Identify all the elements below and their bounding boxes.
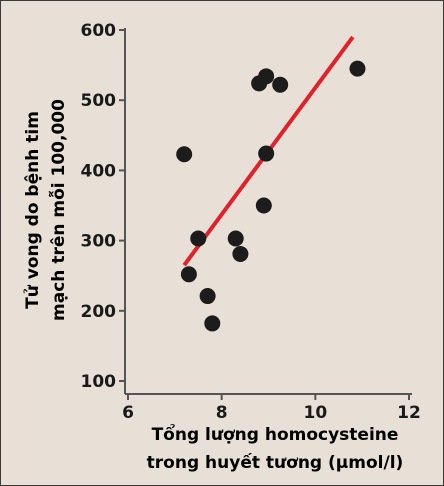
y-tick-label: 100 <box>81 372 117 392</box>
y-axis-title-line-1: Tử vong do bệnh tim <box>23 111 43 309</box>
axes <box>124 28 412 395</box>
x-tick-label: 12 <box>397 403 421 423</box>
data-point <box>204 315 221 332</box>
data-point <box>190 230 207 247</box>
data-point <box>227 230 244 247</box>
x-tick-label: 6 <box>122 403 134 423</box>
x-axis-title-line-2: trong huyết tương (μmol/l) <box>147 452 404 473</box>
ticks: 100 200 300 400 500 600 6 8 10 12 <box>81 21 421 423</box>
y-tick-label: 600 <box>81 21 117 41</box>
y-tick-label: 200 <box>81 302 117 322</box>
data-point <box>199 288 216 305</box>
y-tick-label: 400 <box>81 161 117 181</box>
data-point <box>176 146 193 163</box>
y-axis-title-line-2: mạch trên mỗi 100,000 <box>47 99 69 321</box>
data-point <box>272 76 289 93</box>
points-group <box>176 60 366 332</box>
x-axis-title-line-1: Tổng lượng homocysteine <box>152 423 399 445</box>
data-point <box>349 60 366 77</box>
x-tick-label: 8 <box>216 403 228 423</box>
data-point <box>258 145 275 162</box>
y-tick-label: 500 <box>81 91 117 111</box>
x-tick-label: 10 <box>303 403 327 423</box>
y-tick-label: 300 <box>81 232 117 252</box>
data-point <box>258 68 275 85</box>
data-point <box>255 197 272 214</box>
data-point <box>232 245 249 262</box>
data-point <box>180 266 197 283</box>
